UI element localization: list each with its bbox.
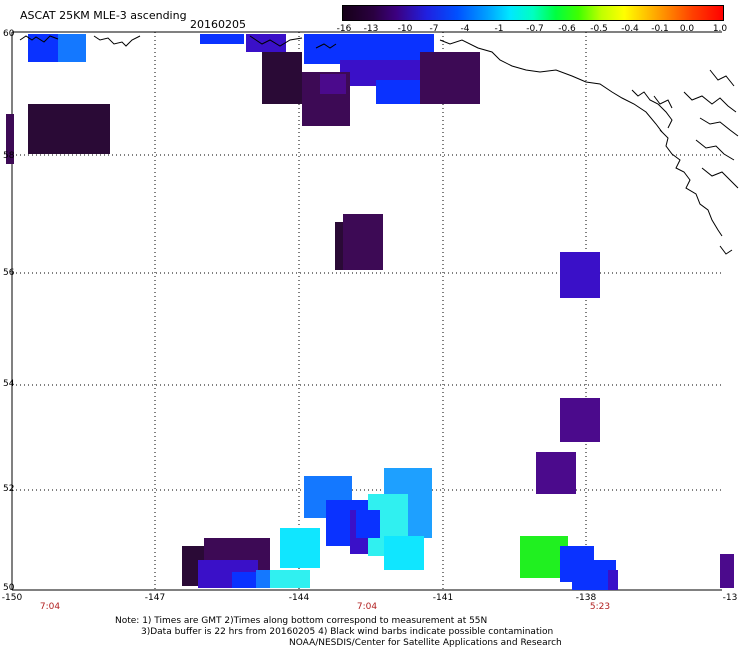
coastline: [19, 35, 739, 255]
colorbar-label: -1: [494, 24, 504, 34]
wind-cell: [720, 554, 734, 588]
wind-cell: [608, 570, 618, 590]
pass-time-left: 7:04: [40, 602, 60, 612]
map-date: 20160205: [190, 18, 246, 31]
grid: [12, 32, 722, 590]
wind-cell: [6, 114, 14, 164]
wind-cell: [384, 536, 424, 570]
note-line-3: NOAA/NESDIS/Center for Satellite Applica…: [289, 638, 562, 648]
colorbar-label: -10: [397, 24, 413, 34]
wind-cell: [304, 34, 434, 64]
colorbar-label: -13: [363, 24, 379, 34]
pass-time-right: 5:23: [590, 602, 610, 612]
lat-tick-50: 50: [3, 583, 15, 593]
colorbar-label: -0.6: [558, 24, 576, 34]
colorbar-labels: -16 -13 -10 -7 -4 -1 -0.7 -0.6 -0.5 -0.4 -0.1 0.0 1.…: [337, 24, 732, 38]
colorbar-label: -4: [460, 24, 470, 34]
colorbar-label: 0.0: [679, 24, 695, 34]
lon-tick-141: -141: [433, 593, 453, 603]
lat-tick-56: 56: [3, 268, 15, 278]
lon-tick-147: -147: [145, 593, 165, 603]
axis-labels: -150 -147 -144 -141 -138 -13 60 58 56 54…: [2, 29, 738, 612]
notes-block: Note: 1) Times are GMT 2)Times along bot…: [115, 616, 562, 649]
note-line-1: Note: 1) Times are GMT 2)Times along bot…: [115, 616, 488, 626]
colorbar-label: 1.0: [712, 24, 728, 34]
lon-tick-138: -138: [576, 593, 597, 603]
wind-cell: [246, 34, 286, 52]
colorbar-label: -0.5: [590, 24, 608, 34]
lon-tick-135: -13: [723, 593, 738, 603]
wind-cell: [420, 52, 480, 104]
wind-cell: [58, 34, 86, 62]
lat-tick-60: 60: [3, 29, 15, 39]
wind-cell: [270, 570, 310, 588]
wind-cell: [320, 74, 346, 94]
map-title: ASCAT 25KM MLE-3 ascending: [20, 9, 187, 22]
wind-cell: [28, 104, 110, 154]
lat-tick-58: 58: [3, 151, 15, 161]
wind-cells: [6, 34, 734, 590]
wind-cell: [560, 252, 600, 298]
colorbar-label: -7: [429, 24, 439, 34]
wind-cell: [560, 398, 600, 442]
pass-time-middle: 7:04: [357, 602, 377, 612]
note-line-2: 3)Data buffer is 22 hrs from 20160205 4)…: [141, 627, 554, 637]
colorbar-label: -16: [336, 24, 352, 34]
lat-tick-52: 52: [3, 484, 14, 494]
lat-tick-54: 54: [3, 379, 15, 389]
wind-cell: [356, 510, 380, 538]
wind-cell: [343, 214, 383, 270]
lon-tick-144: -144: [289, 593, 310, 603]
wind-cell: [262, 52, 302, 104]
lon-tick-150: -150: [2, 593, 23, 603]
wind-cell: [232, 572, 262, 588]
colorbar: [342, 5, 724, 21]
colorbar-label: -0.1: [651, 24, 669, 34]
colorbar-label: -0.4: [621, 24, 639, 34]
wind-cell: [536, 452, 576, 494]
wind-cell: [280, 528, 320, 568]
wind-cell: [200, 34, 244, 44]
colorbar-label: -0.7: [526, 24, 544, 34]
